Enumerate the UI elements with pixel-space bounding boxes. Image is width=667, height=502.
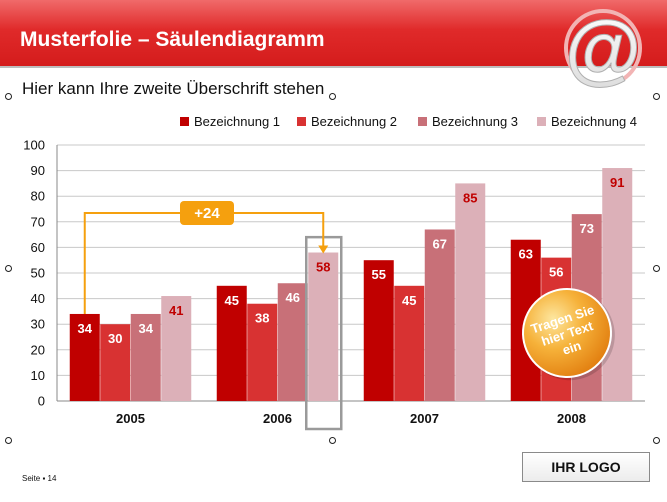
data-label: 34 [78, 321, 93, 336]
selection-handle[interactable] [5, 437, 12, 444]
slide-subtitle: Hier kann Ihre zweite Überschrift stehen [22, 79, 325, 98]
data-label: 46 [286, 290, 300, 305]
data-label: 56 [549, 265, 563, 280]
bar-2005-s3[interactable] [130, 313, 161, 401]
legend-label: Bezeichnung 2 [311, 114, 397, 129]
data-label: 73 [580, 221, 594, 236]
legend-label: Bezeichnung 3 [432, 114, 518, 129]
y-tick-label: 40 [31, 291, 45, 306]
bar-2006-s1[interactable] [216, 285, 247, 401]
data-label: 45 [225, 293, 239, 308]
selection-handle[interactable] [653, 265, 660, 272]
bar-2005-s1[interactable] [69, 313, 100, 401]
y-tick-label: 0 [38, 394, 45, 409]
bar-2005-s2[interactable] [100, 324, 131, 401]
badge-circle [522, 288, 612, 378]
y-tick-label: 20 [31, 342, 45, 357]
x-tick-label: 2008 [557, 411, 586, 426]
data-label: 45 [402, 293, 416, 308]
badge-text: ein [561, 338, 584, 358]
slide-title: Musterfolie – Säulendiagramm [20, 28, 325, 51]
data-label: 30 [108, 331, 122, 346]
logo-placeholder[interactable]: IHR LOGO [522, 452, 650, 482]
data-label: 55 [372, 267, 386, 282]
selection-handle[interactable] [653, 93, 660, 100]
bar-2007-s2[interactable] [394, 285, 425, 401]
data-label: 67 [433, 236, 447, 251]
data-label: 38 [255, 311, 269, 326]
selection-handle[interactable] [5, 265, 12, 272]
legend-label: Bezeichnung 1 [194, 114, 280, 129]
y-tick-label: 70 [31, 214, 45, 229]
bar-2005-s4[interactable] [161, 296, 192, 401]
legend-swatch [418, 117, 427, 126]
bar-2006-s2[interactable] [247, 303, 278, 401]
y-tick-label: 60 [31, 240, 45, 255]
legend-swatch [297, 117, 306, 126]
y-tick-label: 80 [31, 189, 45, 204]
y-tick-label: 50 [31, 266, 45, 281]
data-label: 41 [169, 303, 183, 318]
selection-handle[interactable] [653, 437, 660, 444]
selection-handle[interactable] [329, 93, 336, 100]
at-ring [564, 9, 642, 87]
bar-2008-s4[interactable] [602, 168, 633, 401]
title-banner: Musterfolie – Säulendiagramm [0, 0, 667, 66]
selection-handle[interactable] [329, 437, 336, 444]
title-divider [0, 66, 667, 68]
at-glyph: @ [565, 4, 641, 92]
bar-2007-s4[interactable] [455, 183, 486, 401]
y-tick-label: 30 [31, 317, 45, 332]
y-tick-label: 10 [31, 368, 45, 383]
y-tick-label: 100 [23, 138, 45, 153]
legend-label: Bezeichnung 4 [551, 114, 637, 129]
x-tick-label: 2006 [263, 411, 292, 426]
x-tick-label: 2005 [116, 411, 145, 426]
data-label: 63 [519, 247, 533, 262]
bar-2007-s3[interactable] [424, 229, 455, 401]
x-tick-label: 2007 [410, 411, 439, 426]
bar-2007-s1[interactable] [363, 260, 394, 401]
data-label: 58 [316, 260, 330, 275]
callout-label: +24 [194, 205, 220, 222]
at-sign-icon: @ [564, 4, 642, 93]
arrow-head [318, 245, 329, 254]
selection-handle[interactable] [5, 93, 12, 100]
legend-swatch [537, 117, 546, 126]
data-label: 34 [139, 321, 154, 336]
data-label: 85 [463, 190, 477, 205]
legend-swatch [180, 117, 189, 126]
y-tick-label: 90 [31, 163, 45, 178]
page-number: Seite ▪ 14 [22, 474, 57, 483]
bar-2006-s3[interactable] [277, 283, 308, 401]
difference-callout [180, 201, 234, 225]
bar-2006-s4[interactable] [308, 252, 339, 401]
data-label: 91 [610, 175, 624, 190]
